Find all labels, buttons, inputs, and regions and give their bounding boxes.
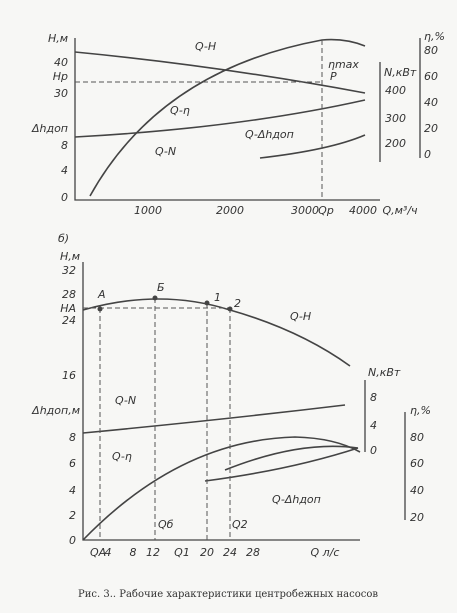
chart-b [82, 262, 406, 541]
point-label: 1 [214, 291, 221, 304]
point-label: Б [157, 281, 165, 294]
curve-eta [82, 436, 361, 541]
curve-label: Q-H [290, 310, 311, 323]
tick-label: 4 [69, 484, 76, 497]
curve-label: Q-H [195, 40, 216, 53]
tick-label: 30 [54, 87, 68, 100]
mark-label: QA [90, 546, 106, 559]
tick-label: 24 [62, 314, 76, 327]
tick-label: 28 [246, 546, 260, 559]
curve-dh [259, 134, 366, 159]
curve-dh [204, 445, 359, 482]
tick-label: 8 [130, 546, 137, 559]
tick-label: 8 [61, 139, 68, 152]
tick-label: 32 [62, 264, 76, 277]
curve-label: Q-N [155, 145, 176, 158]
tick-label: 1000 [134, 204, 162, 217]
guide-lines [83, 298, 231, 540]
mark-label: Q1 [174, 546, 190, 559]
mark-label: HA [60, 302, 76, 315]
tick-label: 20 [200, 546, 214, 559]
axis-label: Q,м³/ч [382, 204, 418, 217]
tick-label: 40 [410, 484, 424, 497]
chart-a [74, 38, 421, 201]
tick-label: 4 [105, 546, 112, 559]
tick-label: 4 [61, 164, 68, 177]
labels: H,м 40 Hp 30 Δhдоп 8 4 0 1000 2000 3000 … [31, 30, 445, 600]
tick-label: 20 [424, 122, 438, 135]
axis-label: H,м [48, 32, 68, 45]
mark-label: Δhдоп [31, 122, 68, 135]
point-b [152, 295, 158, 301]
tick-label: 4 [370, 419, 377, 432]
axes [74, 38, 380, 201]
tick-label: 0 [69, 534, 76, 547]
axis-label: N,кВт [384, 66, 417, 79]
curve-label: Q-N [115, 394, 136, 407]
tick-label: 200 [385, 137, 406, 150]
curve-qn [74, 99, 366, 138]
tick-label: 400 [385, 84, 406, 97]
tick-label: 0 [61, 191, 68, 204]
curve-qn [82, 404, 346, 434]
mark-label: Hp [53, 70, 68, 83]
guide-lines [75, 40, 323, 200]
tick-label: 40 [424, 96, 438, 109]
panel-tag: б) [58, 232, 69, 245]
curve-label: Q-Δhдоп [272, 493, 321, 506]
point-label: A [97, 288, 106, 301]
curve-label: P [330, 70, 337, 83]
point-a [97, 306, 103, 312]
caption: Рис. 3.. Рабочие характеристики центробе… [78, 589, 378, 600]
tick-label: 8 [69, 431, 76, 444]
mark-label: Qp [318, 204, 334, 217]
axis-label: η,% [424, 30, 445, 43]
point-2 [227, 306, 233, 312]
tick-label: 2000 [216, 204, 244, 217]
tick-label: 0 [370, 444, 377, 457]
tick-label: 4000 [349, 204, 377, 217]
tick-label: 2 [69, 509, 76, 522]
mark-label: Qб [158, 518, 174, 531]
mark-label: Q2 [232, 518, 248, 531]
tick-label: 12 [146, 546, 160, 559]
curve-qh [74, 51, 366, 94]
tick-label: 16 [62, 369, 76, 382]
tick-label: 60 [424, 70, 438, 83]
tick-label: 60 [410, 457, 424, 470]
tick-label: 3000 [291, 204, 319, 217]
axis-label: H,м [60, 250, 80, 263]
curve-label: Q-η [170, 104, 190, 117]
axis-label: Q л/с [311, 546, 340, 559]
curve-eta [89, 38, 366, 197]
tick-label: 20 [410, 511, 424, 524]
tick-label: 28 [62, 288, 76, 301]
tick-label: 80 [424, 44, 438, 57]
tick-label: 24 [223, 546, 237, 559]
point-1 [204, 300, 210, 306]
curve-label: Q-η [112, 450, 132, 463]
tick-label: 40 [54, 56, 68, 69]
tick-label: 8 [370, 391, 377, 404]
curve-label: Q-Δhдоп [245, 128, 294, 141]
curve-label: ηmax [328, 58, 359, 71]
axis-label: η,% [410, 404, 431, 417]
tick-label: 80 [410, 431, 424, 444]
tick-label: 0 [424, 148, 431, 161]
axis-label: N,кВт [368, 366, 401, 379]
tick-label: 300 [385, 112, 406, 125]
mark-label: Δhдоп,м [31, 404, 80, 417]
tick-label: 6 [69, 457, 76, 470]
point-label: 2 [234, 297, 241, 310]
